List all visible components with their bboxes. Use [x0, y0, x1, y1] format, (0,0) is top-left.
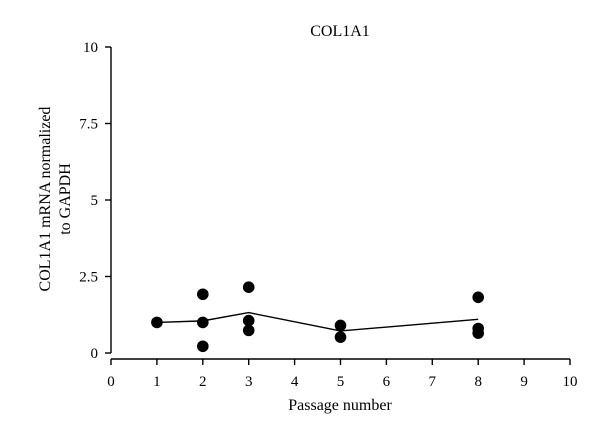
x-tick-label: 2 — [199, 374, 207, 390]
x-tick-label: 4 — [291, 374, 299, 390]
x-tick-label: 9 — [520, 374, 528, 390]
y-axis-label: COL1A1 mRNA normalized to GAPDH — [37, 107, 74, 292]
x-tick-label: 0 — [107, 374, 115, 390]
y-tick-label: 10 — [83, 40, 98, 56]
y-tick-label: 7.5 — [79, 117, 98, 133]
data-point — [334, 331, 347, 343]
x-tick-label: 6 — [383, 374, 391, 390]
x-tick-label: 10 — [563, 374, 578, 390]
y-tick-label: 2.5 — [79, 270, 98, 286]
data-point — [472, 327, 485, 339]
x-tick-label: 7 — [429, 374, 437, 390]
mean-line-series — [156, 311, 479, 332]
y-axis-label-line-2: to GAPDH — [57, 163, 74, 235]
x-tick-label: 3 — [245, 374, 253, 390]
chart-title: COL1A1 — [310, 23, 370, 40]
x-axis-ticks: 0 1 2 3 4 5 6 7 8 9 10 — [107, 359, 578, 390]
data-point — [242, 314, 255, 327]
x-axis-label: Passage number — [288, 397, 392, 414]
data-points — [151, 281, 485, 353]
data-point — [197, 340, 209, 353]
data-point — [242, 281, 255, 294]
y-tick-label: 5 — [91, 193, 99, 209]
mean-line — [156, 311, 479, 332]
data-point — [151, 316, 163, 329]
data-point — [472, 291, 485, 304]
data-point — [197, 288, 209, 301]
y-axis-ticks: 0 2.5 5 7.5 10 — [79, 40, 111, 362]
x-tick-label: 8 — [474, 374, 482, 390]
data-point — [242, 324, 255, 337]
x-tick-label: 5 — [337, 374, 345, 390]
y-axis-label-line-1: COL1A1 mRNA normalized — [37, 107, 54, 292]
y-tick-label: 0 — [91, 346, 99, 362]
data-point — [334, 319, 347, 332]
data-point — [197, 316, 209, 329]
x-tick-label: 1 — [153, 374, 161, 390]
